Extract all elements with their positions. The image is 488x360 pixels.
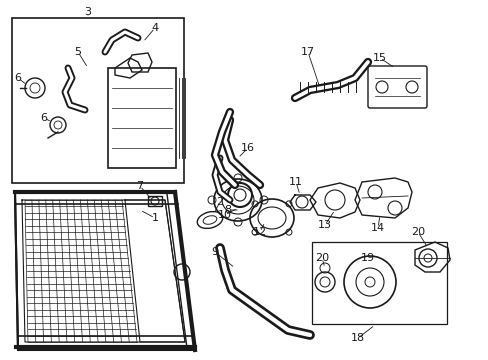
Bar	[12, 18, 183, 183]
Text: 2: 2	[216, 197, 223, 207]
Text: 3: 3	[84, 7, 91, 17]
Bar	[311, 242, 446, 324]
Text: 14: 14	[370, 223, 384, 233]
Text: 18: 18	[350, 333, 365, 343]
Text: 6: 6	[15, 73, 21, 83]
Text: 16: 16	[241, 143, 254, 153]
Text: 15: 15	[372, 53, 386, 63]
Text: 20: 20	[314, 253, 328, 263]
Text: 7: 7	[136, 181, 143, 191]
Text: 4: 4	[151, 23, 158, 33]
Bar	[108, 68, 176, 168]
Text: 12: 12	[252, 227, 266, 237]
Text: 20: 20	[410, 227, 424, 237]
Text: 6: 6	[41, 113, 47, 123]
Text: 8: 8	[224, 205, 231, 215]
Bar	[148, 196, 162, 206]
Text: 11: 11	[288, 177, 303, 187]
Text: 17: 17	[300, 47, 314, 57]
Text: 9: 9	[211, 247, 218, 257]
Text: 10: 10	[218, 210, 231, 220]
Text: 19: 19	[360, 253, 374, 263]
Text: 13: 13	[317, 220, 331, 230]
Text: 1: 1	[151, 213, 158, 223]
Text: 5: 5	[74, 47, 81, 57]
